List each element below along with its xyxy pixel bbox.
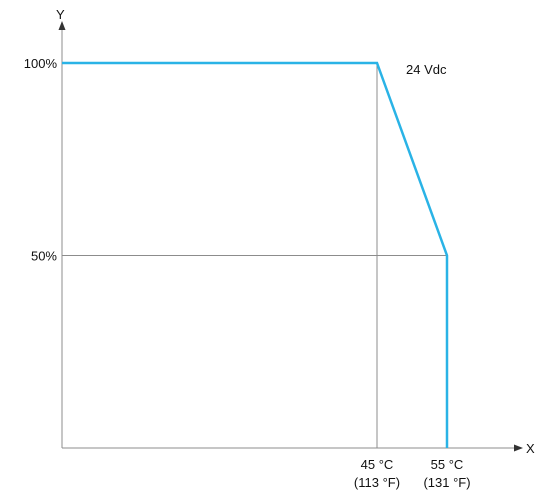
x-tick-label: 55 °C — [431, 457, 464, 472]
y-axis-label: Y — [56, 7, 65, 22]
series-label: 24 Vdc — [406, 62, 447, 77]
x-tick-sublabel: (131 °F) — [423, 475, 470, 490]
x-axis-label: X — [526, 441, 535, 456]
axes — [58, 21, 523, 452]
tick-labels: 100% 50% 45 °C (113 °F) 55 °C (131 °F) — [24, 56, 471, 490]
x-axis-arrow-icon — [514, 444, 523, 452]
x-tick-label: 45 °C — [361, 457, 394, 472]
reference-lines — [62, 63, 447, 448]
y-tick-label: 100% — [24, 56, 58, 71]
labels: X Y 24 Vdc — [56, 7, 535, 456]
x-tick-sublabel: (113 °F) — [354, 475, 400, 490]
y-tick-label: 50% — [31, 249, 57, 264]
series-group — [62, 61, 449, 448]
series-line — [62, 61, 449, 448]
y-axis-arrow-icon — [58, 21, 66, 30]
